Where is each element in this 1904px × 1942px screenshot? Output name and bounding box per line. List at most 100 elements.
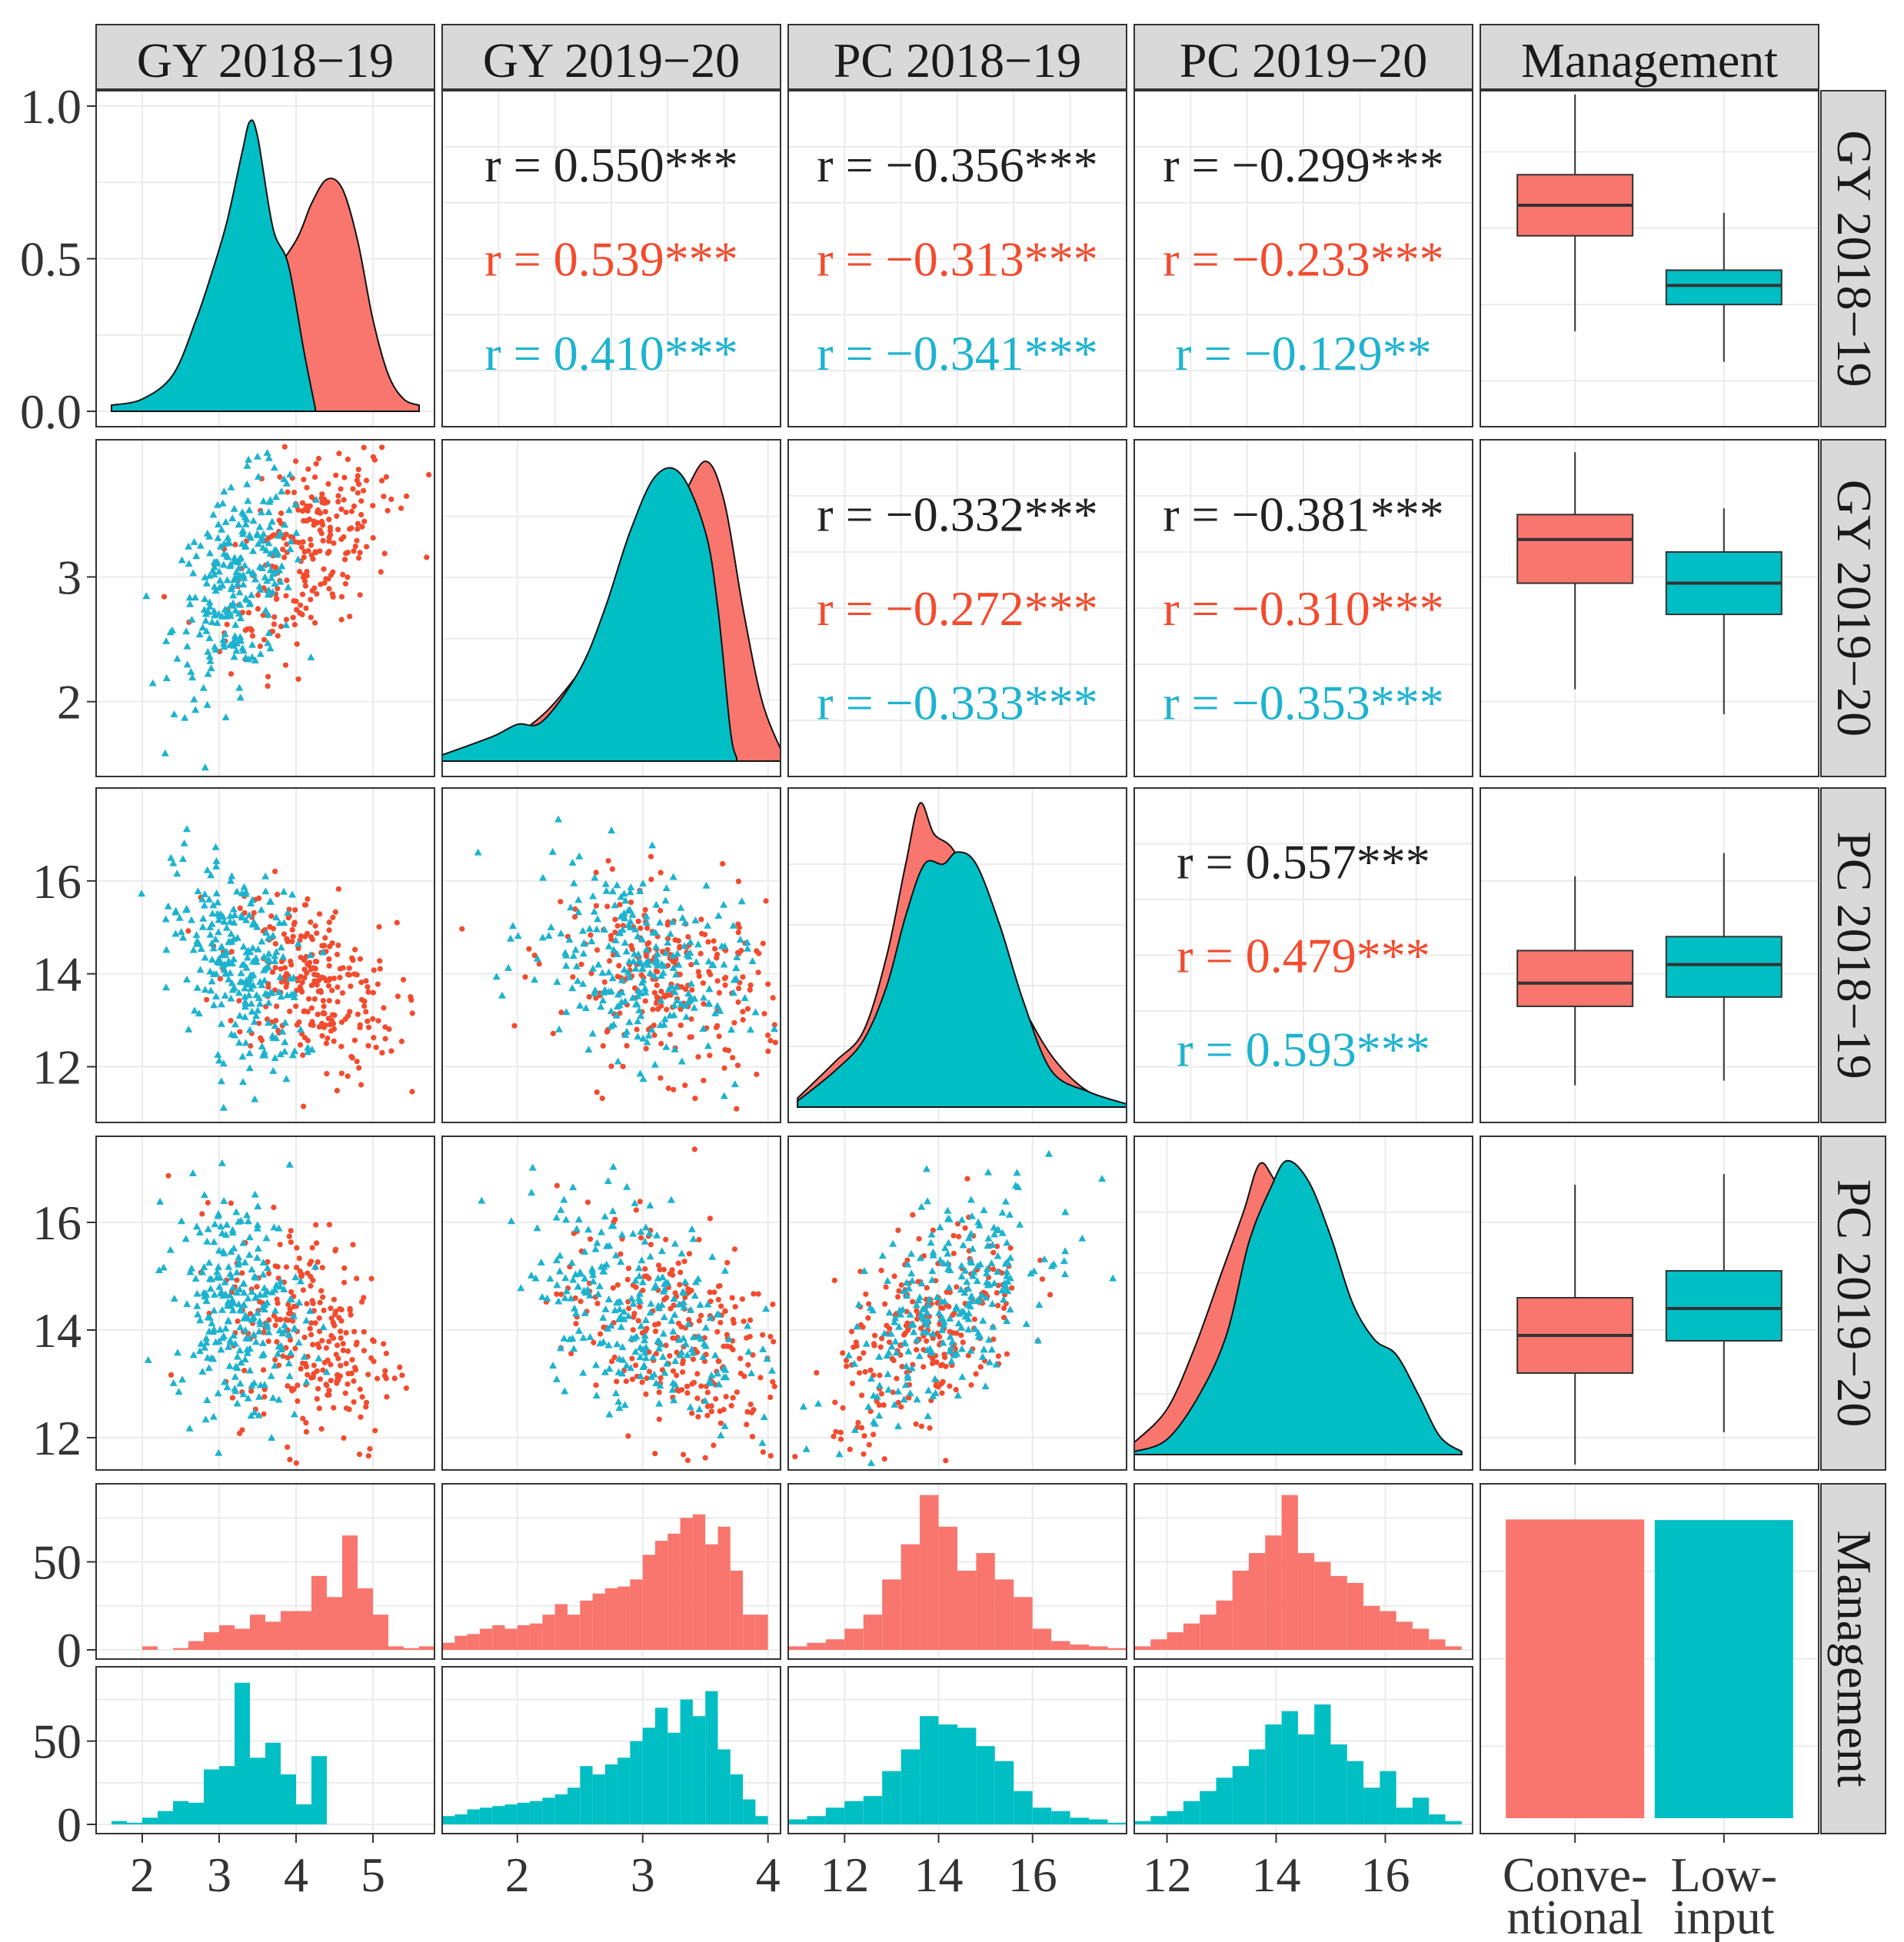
point-conventional [361,1328,367,1335]
point-conventional [277,474,283,481]
point-lowinput [588,1265,597,1272]
point-lowinput [671,988,679,996]
point-conventional [348,508,355,514]
point-conventional [698,1312,704,1318]
point-conventional [833,1428,839,1435]
point-lowinput [619,1355,627,1363]
histogram-conventional-c1 [441,1483,781,1660]
point-conventional [740,1016,746,1023]
point-conventional [319,1265,325,1271]
point-lowinput [223,1220,231,1228]
point-lowinput [269,931,277,939]
point-conventional [326,1338,332,1345]
histogram-bar-lowinput [1346,1761,1364,1824]
point-conventional [394,993,401,999]
boxplot-box-lowinput [1665,1270,1783,1342]
point-conventional [611,1354,617,1360]
point-lowinput [614,1057,622,1065]
point-conventional [376,924,382,930]
point-conventional [725,1047,732,1053]
correlation-conventional-label: r = 0.479*** [1177,929,1430,983]
point-lowinput [261,872,270,880]
point-conventional [370,1016,376,1022]
point-conventional [322,509,328,515]
point-conventional [204,996,210,1003]
histogram-bar-lowinput [204,1769,219,1824]
point-conventional [661,1266,667,1272]
point-lowinput [240,1279,248,1287]
point-lowinput [617,988,626,996]
point-conventional [637,1199,643,1205]
point-lowinput [887,1329,895,1337]
point-conventional [318,518,325,525]
histogram-bar-conventional [1167,1632,1183,1650]
scatter-r3c1-frame [441,1136,781,1471]
point-lowinput [281,1038,289,1046]
point-lowinput [201,763,209,771]
point-lowinput [170,1295,178,1302]
point-conventional [934,1359,940,1365]
point-conventional [275,891,281,897]
point-conventional [317,1299,323,1305]
boxplot-box-conventional [1516,949,1634,1007]
point-lowinput [240,1289,248,1296]
point-lowinput [217,1222,225,1230]
point-conventional [593,1382,599,1388]
point-lowinput [251,1273,260,1281]
point-conventional [328,1362,334,1368]
histogram-bar-conventional [617,1586,631,1650]
point-lowinput [221,948,230,956]
point-conventional [718,1303,724,1309]
point-conventional [770,1378,776,1385]
point-lowinput [973,1277,981,1285]
point-lowinput [183,642,191,650]
point-conventional [689,1410,695,1416]
point-lowinput [646,1309,654,1316]
point-conventional [765,1033,771,1039]
point-conventional [289,926,295,933]
point-conventional [629,1355,635,1362]
correlation-overall-label: r = 0.550*** [484,138,737,192]
point-conventional [311,1362,317,1368]
point-lowinput [225,938,234,946]
point-conventional [358,498,364,504]
point-lowinput [199,914,208,922]
point-lowinput [985,1335,993,1343]
point-lowinput [245,1064,254,1072]
density-r2c2 [787,787,1127,1123]
point-conventional [328,1378,334,1384]
point-conventional [337,974,343,981]
point-conventional [832,1399,838,1405]
histogram-bar-conventional [680,1518,693,1650]
point-lowinput [220,1197,228,1204]
point-lowinput [975,1221,984,1229]
point-conventional [268,913,275,919]
point-lowinput [295,1338,303,1346]
point-lowinput [254,1221,261,1229]
point-lowinput [730,976,738,983]
point-lowinput [229,1332,238,1338]
point-lowinput [200,1263,208,1270]
point-conventional [388,1048,394,1054]
point-lowinput [245,455,253,463]
point-lowinput [677,1249,686,1257]
point-conventional [278,1316,284,1322]
point-lowinput [242,976,251,984]
point-conventional [312,923,318,929]
point-lowinput [235,1039,243,1046]
point-lowinput [229,591,238,599]
point-conventional [635,918,641,924]
histogram-bar-lowinput [642,1728,655,1824]
point-lowinput [229,905,238,913]
right-strip [1820,439,1886,777]
point-lowinput [204,607,212,615]
point-conventional [328,1315,335,1322]
boxplot-box-conventional [1516,514,1634,584]
point-lowinput [1003,1317,1011,1325]
point-lowinput [202,579,211,587]
point-conventional [607,958,613,964]
point-conventional [329,591,335,597]
point-conventional [346,972,353,978]
point-conventional [702,1455,708,1461]
scatter-r3c0-frame [95,1136,435,1471]
